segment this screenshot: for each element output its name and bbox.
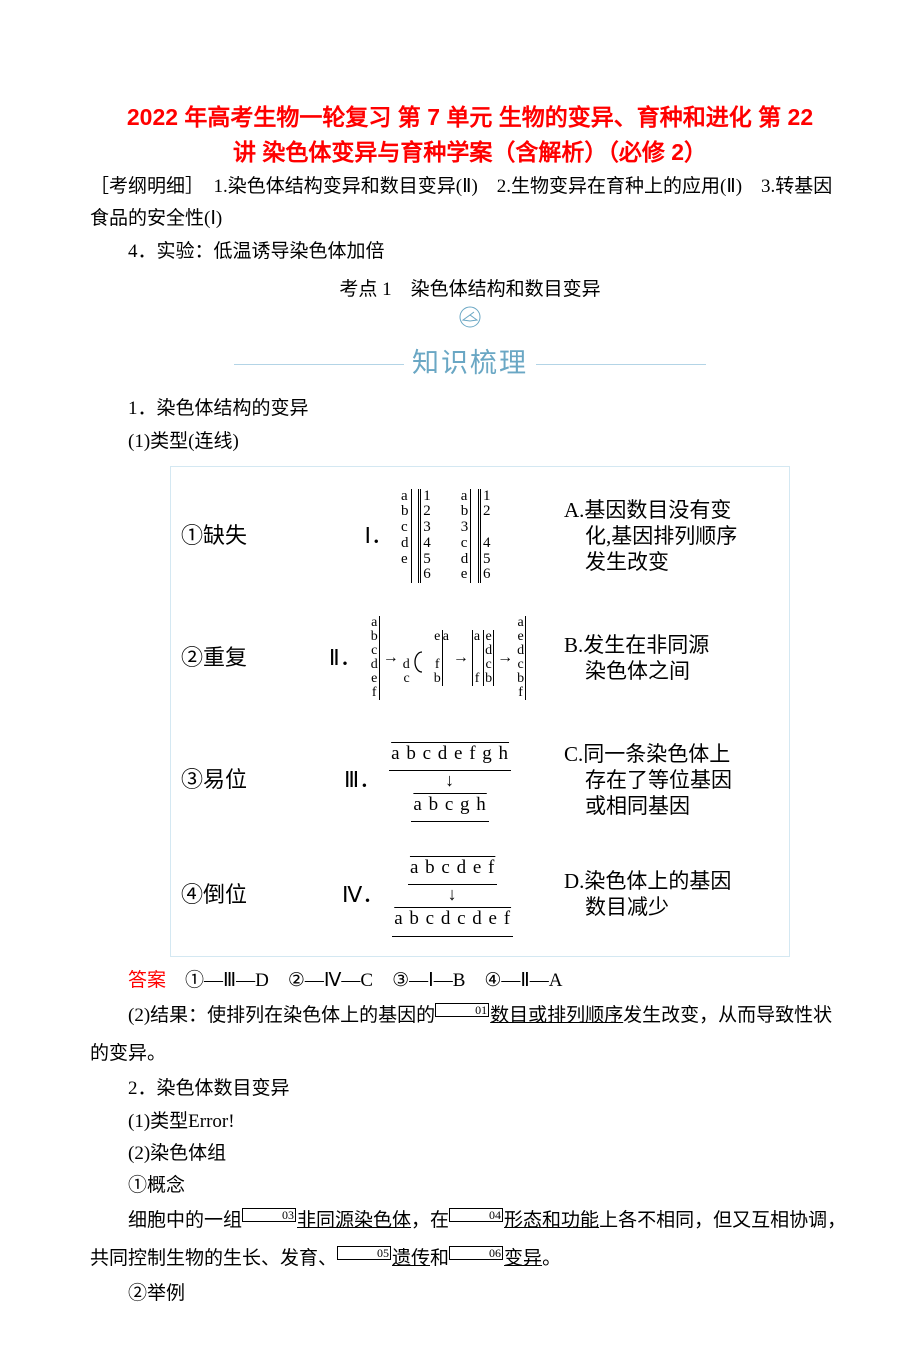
diagram-row-1: ①缺失 Ⅰ． abcde 123456 ab3cde 12 456 A.基因数目… <box>181 475 779 597</box>
result-prefix: (2)结果：使排列在染色体上的基因的 <box>128 1005 435 1026</box>
example-label: ②举例 <box>90 1278 850 1310</box>
ul-2: 形态和功能 <box>504 1210 599 1231</box>
row3-seq-bot: a b c g h <box>411 789 488 822</box>
diagram-row-4: ④倒位 Ⅳ． a b c d e f ↓ a b c d c d e f D.染… <box>181 841 779 948</box>
document-page: 2022 年高考生物一轮复习 第 7 单元 生物的变异、育种和进化 第 22 讲… <box>0 0 920 1361</box>
ul-4: 变异 <box>504 1248 542 1269</box>
matching-diagram: ①缺失 Ⅰ． abcde 123456 ab3cde 12 456 A.基因数目… <box>170 466 790 957</box>
box-05: 05 <box>337 1246 391 1260</box>
concept-label: ①概念 <box>90 1170 850 1202</box>
ul-1: 非同源染色体 <box>297 1210 411 1231</box>
section-banner: 知识梳理 <box>90 341 850 387</box>
roman-1: Ⅰ． <box>365 517 394 554</box>
section-2-sub1: (1)类型Error! <box>90 1106 850 1138</box>
banner-text: 知识梳理 <box>404 341 536 387</box>
section-1-heading: 1．染色体结构的变异 <box>90 393 850 425</box>
section-1-sub1: (1)类型(连线) <box>90 426 850 458</box>
diagram-row-2: ②重复 Ⅱ． abcdef → dc e fb a → a f <box>181 597 779 719</box>
row2-right: B.发生在非同源 染色体之间 <box>564 632 779 685</box>
roman-2: Ⅱ． <box>329 647 362 669</box>
roman-4: Ⅳ． <box>342 876 384 913</box>
arrow-down-icon: ↓ <box>448 885 458 903</box>
row4-seq-top: a b c d e f <box>408 852 497 885</box>
box-03: 03 <box>242 1208 296 1222</box>
title-line-1: 2022 年高考生物一轮复习 第 7 单元 生物的变异、育种和进化 第 22 <box>90 100 850 135</box>
title-line-2: 讲 染色体变异与育种学案（含解析）（必修 2） <box>90 135 850 170</box>
error-text: Error! <box>188 1111 234 1132</box>
row3-left: ③易位 <box>181 761 291 798</box>
row4-mid: Ⅳ． a b c d e f ↓ a b c d c d e f <box>291 852 564 937</box>
exam-bracket: ［考纲明细］ <box>90 176 195 197</box>
answer-text: ①—Ⅲ—D ②—Ⅳ—C ③—Ⅰ—B ④—Ⅱ—A <box>166 970 562 991</box>
row4-right: D.染色体上的基因 数目减少 <box>564 868 779 921</box>
result-underline: 数目或排列顺序 <box>490 1005 623 1026</box>
row2-left: ②重复 <box>181 639 291 676</box>
book-icon <box>90 306 850 339</box>
diagram-row-3: ③易位 Ⅲ． a b c d e f g h ↓ a b c g h C.同一条… <box>181 719 779 841</box>
row1-right: A.基因数目没有变 化,基因排列顺序 发生改变 <box>564 497 779 576</box>
kaopoint-heading: 考点 1 染色体结构和数目变异 <box>90 274 850 306</box>
exam-outline: ［考纲明细］ 1.染色体结构变异和数目变异(Ⅱ) 2.生物变异在育种上的应用(Ⅱ… <box>90 171 850 236</box>
row4-left: ④倒位 <box>181 876 291 913</box>
row4-seq-bot: a b c d c d e f <box>392 903 513 936</box>
arrow-down-icon: ↓ <box>445 771 455 789</box>
banner-line-right <box>536 364 706 365</box>
row2-mid: Ⅱ． abcdef → dc e fb a → a f edcb <box>291 616 564 700</box>
row3-seq-top: a b c d e f g h <box>389 738 511 771</box>
box-01: 01 <box>435 1003 489 1017</box>
row1-left: ①缺失 <box>181 517 291 554</box>
row1-mid: Ⅰ． abcde 123456 ab3cde 12 456 <box>291 489 564 584</box>
box-04: 04 <box>449 1208 503 1222</box>
exam-p2: 4．实验：低温诱导染色体加倍 <box>90 236 850 268</box>
row3-right: C.同一条染色体上 存在了等位基因 或相同基因 <box>564 741 779 820</box>
exam-p1: 1.染色体结构变异和数目变异(Ⅱ) 2.生物变异在育种上的应用(Ⅱ) 3.转基因… <box>90 176 832 229</box>
result-line: (2)结果：使排列在染色体上的基因的01数目或排列顺序发生改变，从而导致性状的变… <box>90 997 850 1073</box>
concept-text: 细胞中的一组03非同源染色体，在04形态和功能上各不相同，但又互相协调，共同控制… <box>90 1202 850 1278</box>
section-2-heading: 2．染色体数目变异 <box>90 1073 850 1105</box>
roman-3: Ⅲ． <box>344 761 381 798</box>
answer-line: 答案 ①—Ⅲ—D ②—Ⅳ—C ③—Ⅰ—B ④—Ⅱ—A <box>90 965 850 997</box>
answer-label: 答案 <box>128 970 166 991</box>
ul-3: 遗传 <box>392 1248 430 1269</box>
section-2-sub2: (2)染色体组 <box>90 1138 850 1170</box>
banner-line-left <box>234 364 404 365</box>
row3-mid: Ⅲ． a b c d e f g h ↓ a b c g h <box>291 738 564 823</box>
box-06: 06 <box>449 1246 503 1260</box>
